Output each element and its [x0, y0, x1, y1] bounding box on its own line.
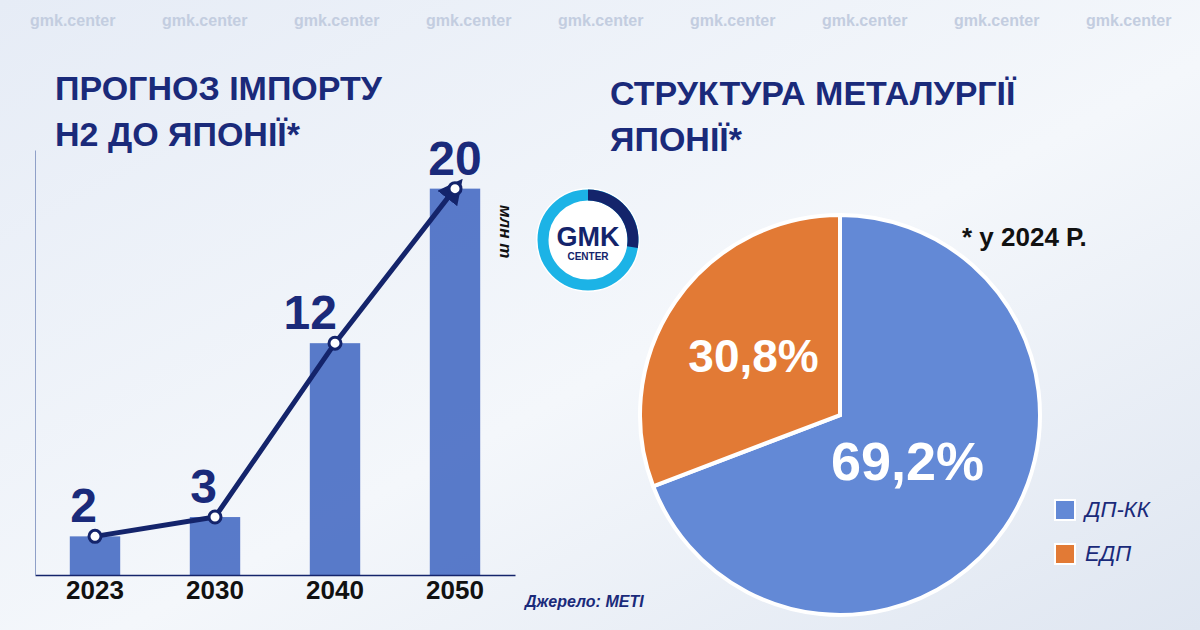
- x-tick-label: 2050: [426, 575, 484, 605]
- watermarks: gmk.center gmk.center gmk.center gmk.center…: [30, 12, 1171, 29]
- logo-subtext: CENTER: [567, 251, 609, 262]
- x-tick-label: 2030: [186, 575, 244, 605]
- pie-label: 30,8%: [688, 330, 818, 382]
- x-tick: 2030: [186, 575, 244, 605]
- source-note: Джерело: METI: [523, 593, 644, 610]
- x-tick: 2023: [66, 575, 124, 605]
- pie-label: 69,2%: [831, 431, 984, 491]
- chart-subtitle: * у 2024 Р.: [962, 222, 1087, 252]
- data-labels: 2 3 12 20: [70, 132, 481, 533]
- y-axis-title: млн т: [496, 205, 515, 258]
- logo: GMKCENTER: [536, 188, 640, 292]
- plot-area: [70, 183, 480, 575]
- watermark: gmk.center: [558, 12, 643, 29]
- background: [0, 0, 1200, 630]
- bar: [430, 189, 480, 575]
- pie: 69,2%30,8%: [640, 215, 1040, 615]
- x-axis: 2023 2030 2040 2050: [36, 575, 516, 605]
- legend-item: ЕДП: [1055, 541, 1131, 566]
- data-label: 12: [284, 286, 337, 339]
- watermark: gmk.center: [954, 12, 1039, 29]
- data-label: 20: [428, 132, 481, 185]
- legend-label: ЕДП: [1085, 541, 1131, 566]
- watermark: gmk.center: [294, 12, 379, 29]
- legend-label: ДП-КК: [1082, 497, 1151, 522]
- bar: [310, 343, 360, 575]
- legend-item: ДП-КК: [1055, 497, 1151, 522]
- data-label: 3: [190, 460, 217, 513]
- watermark: gmk.center: [1086, 12, 1171, 29]
- trend-line: [95, 189, 455, 537]
- chart-title: СТРУКТУРА МЕТАЛУРГІЇЯПОНІЇ*: [610, 74, 1017, 158]
- legend: ДП-КК ЕДП: [1055, 497, 1151, 566]
- x-tick-label: 2023: [66, 575, 124, 605]
- watermark: gmk.center: [426, 12, 511, 29]
- data-label: 2: [70, 479, 97, 532]
- y-axis-line: [35, 151, 36, 576]
- watermark: gmk.center: [690, 12, 775, 29]
- chart-title: ПРОГНОЗ ІМПОРТУН2 ДО ЯПОНІЇ*: [55, 69, 383, 153]
- pie-slice: [640, 215, 840, 486]
- x-tick-label: 2040: [306, 575, 364, 605]
- x-tick: 2040: [306, 575, 364, 605]
- watermark: gmk.center: [822, 12, 907, 29]
- logo-text: GMK: [557, 222, 620, 252]
- logo-bg: [536, 188, 640, 292]
- y-axis: [35, 151, 36, 576]
- legend-swatch: [1055, 544, 1075, 564]
- watermark: gmk.center: [162, 12, 247, 29]
- canvas: gmk.center gmk.center gmk.center gmk.center…: [0, 0, 1200, 630]
- bar: [190, 517, 240, 575]
- legend-swatch: [1055, 500, 1075, 520]
- watermark: gmk.center: [30, 12, 115, 29]
- x-tick: 2050: [426, 575, 484, 605]
